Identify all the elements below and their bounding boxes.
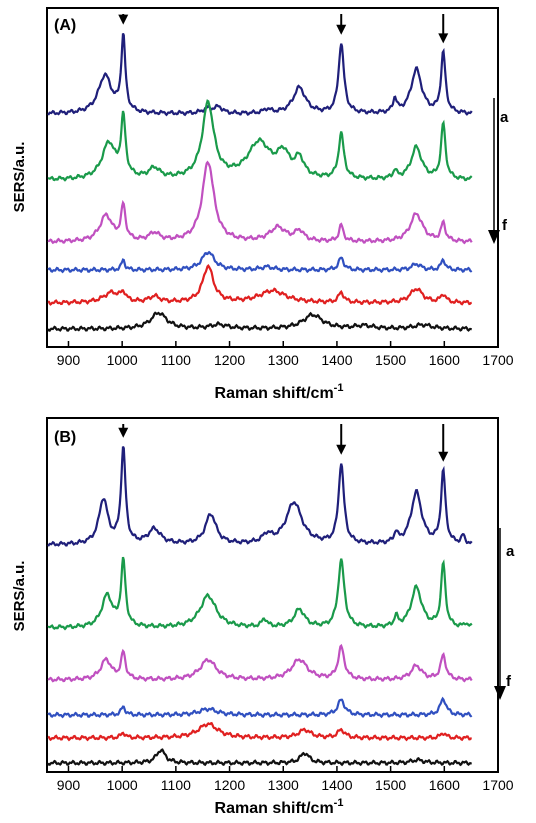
panel-b-spectra xyxy=(47,446,473,767)
panel-a: (A) SERS/a.u. Raman shift/cm-1 900 1000 11… xyxy=(11,7,514,402)
peak-arrow xyxy=(336,14,347,35)
peak-arrow xyxy=(438,424,449,462)
spectrum-d xyxy=(47,696,473,719)
panel-a-order-arrow xyxy=(488,98,500,244)
panel-b-ylabel: SERS/a.u. xyxy=(11,561,28,632)
spectrum-f xyxy=(47,311,472,332)
panel-b-order-arrow xyxy=(494,528,506,700)
x-tick-label: 1200 xyxy=(214,352,245,368)
panel-b-xticks: 900 1000 1100 1200 1300 1400 1500 1600 1700 xyxy=(57,766,514,793)
spectrum-b xyxy=(47,99,473,182)
x-tick-label: 1700 xyxy=(482,777,513,793)
x-tick-label: 1500 xyxy=(375,777,406,793)
panel-b-series-f-label: f xyxy=(506,673,512,690)
panel-a-label: (A) xyxy=(54,17,76,34)
x-tick-label: 1400 xyxy=(321,777,352,793)
x-tick-label: 1000 xyxy=(107,777,138,793)
x-tick-label: 1000 xyxy=(107,352,138,368)
spectrum-a xyxy=(47,446,473,547)
panel-b: (B) SERS/a.u. Raman shift/cm-1 900 1000 11… xyxy=(11,417,515,817)
x-tick-label: 900 xyxy=(57,777,81,793)
panel-b-series-a-label: a xyxy=(506,543,515,560)
spectrum-a xyxy=(47,32,473,117)
x-tick-label: 1100 xyxy=(161,352,191,368)
panel-a-xlabel: Raman shift/cm-1 xyxy=(215,382,344,402)
spectrum-f xyxy=(47,748,472,767)
panel-a-series-a-label: a xyxy=(500,109,509,126)
x-tick-label: 1600 xyxy=(429,352,460,368)
panel-a-frame xyxy=(46,7,499,348)
x-tick-label: 1100 xyxy=(161,777,191,793)
x-tick-label: 1200 xyxy=(214,777,245,793)
panel-b-frame xyxy=(46,417,499,773)
spectrum-e xyxy=(47,263,472,306)
panel-a-ylabel: SERS/a.u. xyxy=(11,142,28,213)
x-tick-label: 900 xyxy=(57,352,81,368)
x-tick-label: 1300 xyxy=(268,352,299,368)
x-tick-label: 1300 xyxy=(268,777,299,793)
panel-a-spectra xyxy=(47,32,473,332)
spectrum-c xyxy=(47,643,473,683)
x-tick-label: 1400 xyxy=(321,352,352,368)
panel-a-peak-arrows xyxy=(118,14,449,44)
x-tick-label: 1600 xyxy=(429,777,460,793)
panel-b-label: (B) xyxy=(54,429,76,446)
peak-arrow xyxy=(336,424,347,455)
panel-b-peak-arrows xyxy=(118,424,449,462)
peak-arrow xyxy=(118,14,129,25)
spectrum-e xyxy=(47,721,472,742)
spectrum-d xyxy=(47,250,473,274)
x-tick-label: 1700 xyxy=(482,352,513,368)
spectrum-c xyxy=(47,160,473,245)
spectrum-b xyxy=(47,556,473,631)
panel-a-series-f-label: f xyxy=(502,217,508,234)
x-tick-label: 1500 xyxy=(375,352,406,368)
peak-arrow xyxy=(118,424,129,438)
panel-a-xticks: 900 1000 1100 1200 1300 1400 1500 1600 1700 xyxy=(57,341,514,368)
peak-arrow xyxy=(438,14,449,44)
panel-b-xlabel: Raman shift/cm-1 xyxy=(215,797,344,817)
